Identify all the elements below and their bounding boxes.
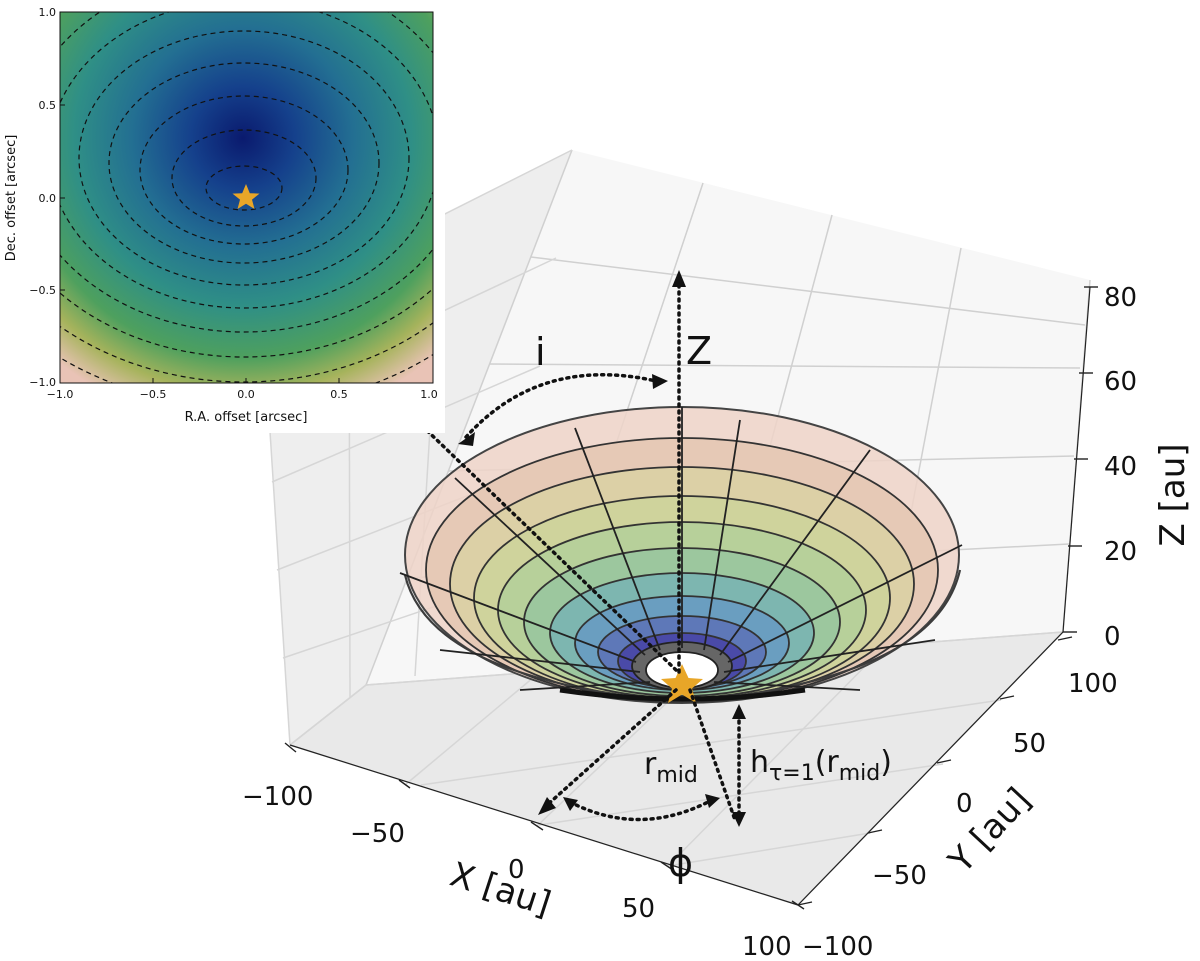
phi-reference-vector: [688, 688, 737, 822]
r-mid-label: rmid: [644, 747, 698, 788]
inset-star-icon: [232, 184, 260, 209]
inset-y-tick: −1.0: [29, 376, 56, 389]
floor-pane: [290, 632, 1063, 905]
y-tick: −100: [802, 932, 873, 961]
x-tick: −50: [350, 819, 405, 849]
bowl-bottom-edge: [559, 687, 806, 702]
phi-arc: [568, 798, 714, 822]
phi-label: ϕ: [668, 841, 693, 885]
z-axis-label: Z [au]: [1153, 443, 1193, 546]
inset-y-tick: 0.0: [39, 192, 57, 205]
z-tick: 20: [1104, 537, 1137, 567]
z-tick: 0: [1104, 622, 1121, 652]
x-axis-label: X [au]: [445, 855, 555, 925]
x-tick: 50: [622, 894, 655, 924]
inset-y-label: Dec. offset [arcsec]: [4, 135, 19, 262]
annotation-arrows: [412, 281, 741, 822]
inset-x-label: R.A. offset [arcsec]: [185, 410, 308, 425]
inset-tick-marks: [59, 11, 434, 384]
x-tick-labels: −100 −50 0 50 100: [242, 782, 792, 961]
inset-y-ticks: 1.0 0.5 0.0 −0.5 −1.0: [29, 6, 56, 389]
y-tick-labels: −100 −50 0 50 100: [802, 669, 1118, 961]
annotation-labels: i Z ϕ rmid hτ=1(rmid): [535, 329, 892, 885]
arrow-heads: [405, 270, 746, 827]
inset-x-tick: 0.0: [237, 388, 255, 401]
y-tick: 0: [956, 789, 973, 819]
x-tick: 0: [508, 855, 525, 885]
z-label: Z: [686, 329, 712, 373]
radial-spokes: [399, 407, 963, 691]
inclination-label: i: [535, 330, 546, 374]
emission-surface: [399, 406, 963, 704]
inset-panel: −1.0 −0.5 0.0 0.5 1.0 1.0 0.5 0.0 −0.5 −…: [0, 0, 445, 433]
bowl-outline: [403, 569, 962, 704]
inset-x-tick: 1.0: [420, 388, 438, 401]
inset-x-tick: −1.0: [47, 388, 74, 401]
inclination-arc: [464, 373, 658, 439]
y-tick: 100: [1068, 669, 1118, 699]
y-tick: 50: [1013, 729, 1046, 759]
y-tick: −50: [872, 861, 927, 891]
x-axis-line: [289, 744, 799, 906]
inset-contours: [60, 12, 433, 383]
tick-marks: [284, 286, 1098, 910]
inset-x-ticks: −1.0 −0.5 0.0 0.5 1.0: [47, 388, 438, 401]
inset-x-tick: −0.5: [140, 388, 167, 401]
inset-y-tick: −0.5: [29, 284, 56, 297]
h-tau-label: hτ=1(rmid): [750, 745, 892, 786]
x-tick: −100: [242, 782, 313, 812]
z-tick: 60: [1104, 367, 1137, 397]
z-tick: 40: [1104, 452, 1137, 482]
line-of-sight: [412, 416, 678, 672]
r-mid-vector: [544, 688, 678, 808]
x-tick: 100: [742, 932, 792, 961]
z-tick: 80: [1104, 283, 1137, 313]
inset-y-tick: 1.0: [39, 6, 57, 19]
z-tick-labels: 0 20 40 60 80: [1104, 283, 1137, 652]
inset-y-tick: 0.5: [39, 99, 57, 112]
y-axis-line: [797, 631, 1064, 906]
inset-x-tick: 0.5: [330, 388, 348, 401]
